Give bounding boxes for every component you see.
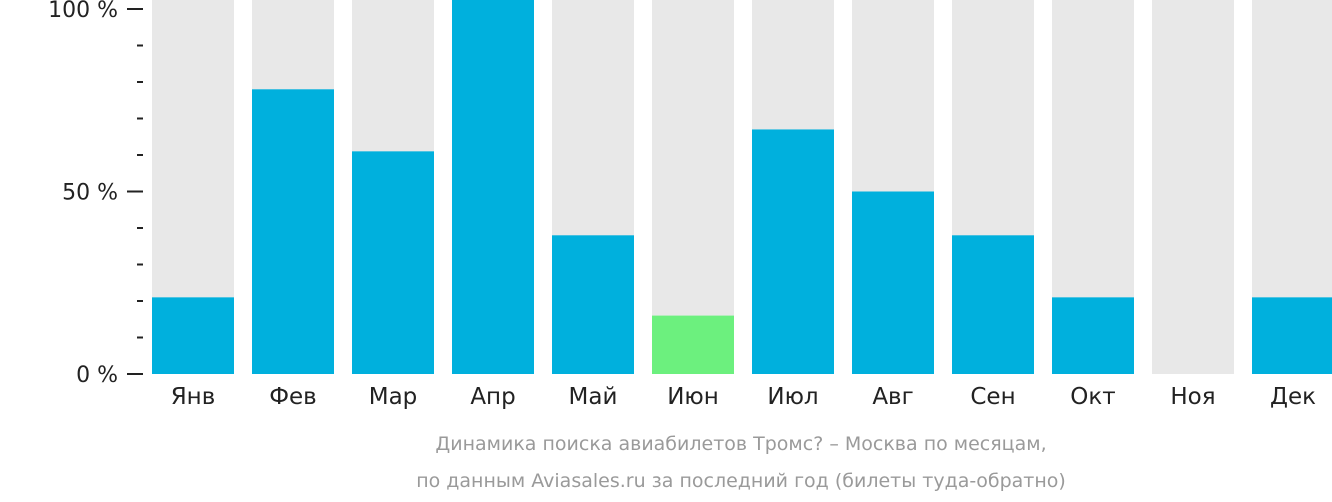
bar-12 <box>1252 297 1332 374</box>
bar-8 <box>852 191 934 374</box>
x-tick-label-9: Сен <box>970 384 1015 410</box>
background-bar-11 <box>1152 0 1234 374</box>
caption-line-2: по данным Aviasales.ru за последний год … <box>416 470 1066 492</box>
bar-7 <box>752 129 834 374</box>
y-tick-label: 100 % <box>48 0 118 23</box>
x-axis: Янв Фев Мар Апр Май Июн Июл Авг Сен Окт Ноя Дек <box>171 384 1316 410</box>
bar-5 <box>552 235 634 374</box>
x-tick-label-8: Авг <box>872 384 913 410</box>
y-tick-label: 50 % <box>62 181 118 206</box>
bar-9 <box>952 235 1034 374</box>
x-tick-label-11: Ноя <box>1170 384 1215 410</box>
x-tick-label-3: Мар <box>369 384 418 410</box>
x-tick-label-7: Июл <box>767 384 818 410</box>
y-tick-label: 0 % <box>76 363 118 388</box>
bar-2 <box>252 89 334 375</box>
bar-4 <box>452 0 534 374</box>
caption-line-1: Динамика поиска авиабилетов Тромс? – Мос… <box>435 433 1046 455</box>
x-tick-label-5: Май <box>569 384 618 410</box>
x-tick-label-6: Июн <box>667 384 719 410</box>
x-tick-label-10: Окт <box>1070 384 1115 410</box>
x-tick-label-1: Янв <box>171 384 216 410</box>
bar-3 <box>352 151 434 374</box>
y-axis: 0 % 50 % 100 % <box>48 0 143 388</box>
x-tick-label-4: Апр <box>470 384 515 410</box>
bar-1 <box>152 297 234 374</box>
bar-6 <box>652 315 734 374</box>
background-bar-6 <box>652 0 734 374</box>
x-tick-label-2: Фев <box>269 384 317 410</box>
data-bars <box>152 0 1332 375</box>
bar-10 <box>1052 297 1134 374</box>
x-tick-label-12: Дек <box>1270 384 1316 410</box>
